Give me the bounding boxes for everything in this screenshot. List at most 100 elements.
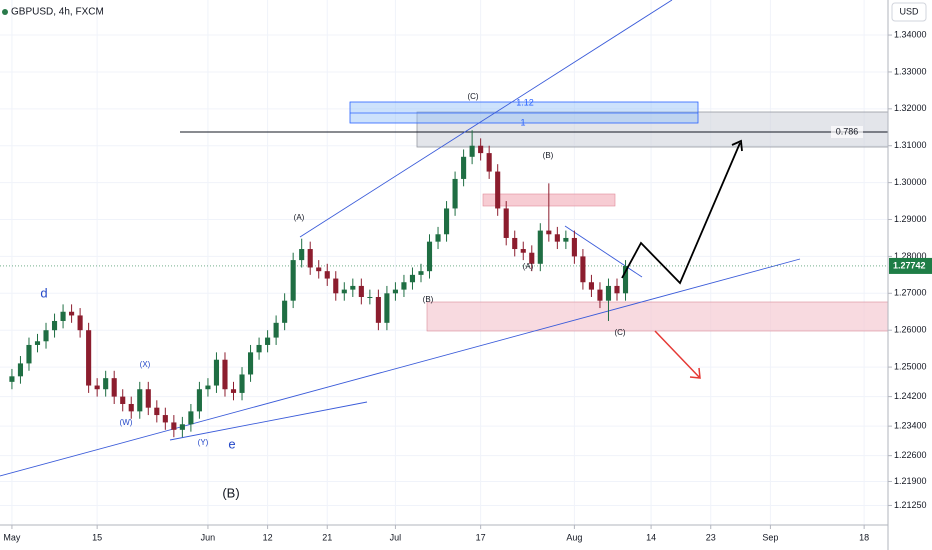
y-tick-label: 1.22600 [894,450,927,460]
candle-body [230,389,237,393]
annotation: (X) [140,360,151,369]
annotation: (A) [294,213,305,222]
y-tick-label: 1.29000 [894,214,927,224]
candle-body [77,315,83,331]
candle-body [554,234,560,242]
candle-body [529,252,535,264]
candle-body [333,278,339,294]
fib-zone [349,101,699,124]
candle-body [537,230,543,264]
candle-body [375,296,381,323]
trendline [299,0,673,238]
candle-body [26,344,32,364]
candle-body [503,208,509,238]
candle-body [154,407,160,416]
annotation-bg [831,126,863,138]
candle-body [341,289,347,294]
annotation: (A) [523,262,534,271]
y-tick-label: 1.26000 [894,325,927,335]
time-axis [0,525,932,550]
x-tick-label: May [3,532,21,542]
candle-body [546,230,552,235]
last-price-box [889,257,932,274]
x-tick-label: Jul [390,532,402,542]
annotation: (W) [120,418,133,427]
candle-body [43,330,49,342]
candle-body [162,415,168,423]
y-tick-label: 1.30000 [894,177,927,187]
x-tick-label: 14 [646,532,656,542]
candle-body [256,344,262,353]
candle-body [205,385,211,390]
candle-body [384,293,390,323]
candle-body [324,271,330,279]
candle-body [222,359,228,390]
candle-body [86,330,92,386]
annotation: (Y) [198,438,209,447]
y-tick-label: 1.34000 [894,29,927,39]
candle-body [512,237,518,250]
candle-body [580,256,586,283]
candle-body [94,385,100,390]
x-tick-label: 15 [92,532,102,542]
y-tick-label: 1.24200 [894,391,927,401]
candle-body [622,266,629,294]
arrow-head [689,367,701,379]
candle-body [435,234,441,242]
y-tick-label: 1.23400 [894,420,927,430]
annotation: 0.786 [836,126,859,136]
currency-button[interactable] [891,2,927,22]
y-tick-label: 1.28000 [894,251,927,261]
x-tick-label: 23 [706,532,716,542]
candle-body [367,296,373,298]
candle-body [614,285,620,294]
currency-label[interactable]: USD [899,6,919,16]
candle-body [273,322,279,338]
candle-body [350,285,356,290]
status-icon [2,9,8,15]
candle-body [188,411,194,425]
candle-body [392,289,398,294]
candle-body [358,285,364,297]
candle-body [588,282,594,290]
annotation: (C) [614,328,625,337]
annotation: (B) [423,295,434,304]
candle-body [282,300,288,323]
candle-body [137,389,143,412]
candle-body [247,352,254,375]
y-tick-label: 1.27000 [894,288,927,298]
candle-body [571,237,577,257]
candle-body [299,249,305,261]
annotation: 1.12 [516,97,534,107]
candle-body [69,311,75,316]
y-tick-label: 1.32000 [894,103,927,113]
candle-body [111,378,117,397]
symbol-label: GBPUSD, 4h, FXCM [11,7,104,18]
last-price-label: 1.27742 [893,260,926,270]
candle-body [605,285,612,301]
projection-path [621,142,741,285]
y-tick-label: 1.25000 [894,361,927,371]
demand-zone [426,301,889,332]
candle-body [145,389,151,408]
y-tick-label: 1.21900 [894,476,927,486]
candle-body [171,422,177,430]
x-tick-label: 17 [476,532,486,542]
candle-body [51,320,58,331]
candle-body [290,260,296,301]
candle-body [409,274,416,283]
candle-body [265,337,271,345]
arrow-head [731,139,743,152]
trendline [0,258,801,477]
candle-body [469,145,475,157]
candle-body [418,271,424,275]
y-tick-label: 1.21250 [894,500,927,510]
candle-body [401,282,407,290]
annotation: d [40,285,47,300]
candle-body [103,378,109,390]
candle-body [128,403,134,412]
candle-body [426,241,433,272]
x-tick-label: Aug [566,532,582,542]
bearish-arrow [654,330,701,379]
